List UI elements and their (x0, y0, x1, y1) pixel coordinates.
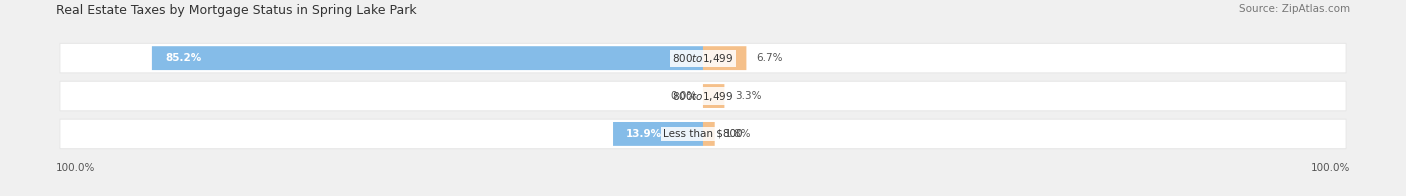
FancyBboxPatch shape (60, 119, 1346, 149)
FancyBboxPatch shape (60, 43, 1346, 73)
FancyBboxPatch shape (152, 46, 703, 70)
FancyBboxPatch shape (703, 122, 714, 146)
Text: Less than $800: Less than $800 (664, 129, 742, 139)
Text: 6.7%: 6.7% (756, 53, 783, 63)
Text: 3.3%: 3.3% (735, 91, 761, 101)
FancyBboxPatch shape (703, 84, 724, 108)
Text: Real Estate Taxes by Mortgage Status in Spring Lake Park: Real Estate Taxes by Mortgage Status in … (56, 4, 416, 17)
FancyBboxPatch shape (703, 46, 747, 70)
Text: $800 to $1,499: $800 to $1,499 (672, 52, 734, 65)
Text: 13.9%: 13.9% (626, 129, 662, 139)
Text: 100.0%: 100.0% (56, 163, 96, 173)
Text: 0.0%: 0.0% (671, 91, 696, 101)
Text: Source: ZipAtlas.com: Source: ZipAtlas.com (1239, 4, 1350, 14)
Text: 100.0%: 100.0% (1310, 163, 1350, 173)
Text: $800 to $1,499: $800 to $1,499 (672, 90, 734, 103)
FancyBboxPatch shape (60, 81, 1346, 111)
Text: 1.8%: 1.8% (725, 129, 751, 139)
Text: 85.2%: 85.2% (165, 53, 201, 63)
FancyBboxPatch shape (613, 122, 703, 146)
